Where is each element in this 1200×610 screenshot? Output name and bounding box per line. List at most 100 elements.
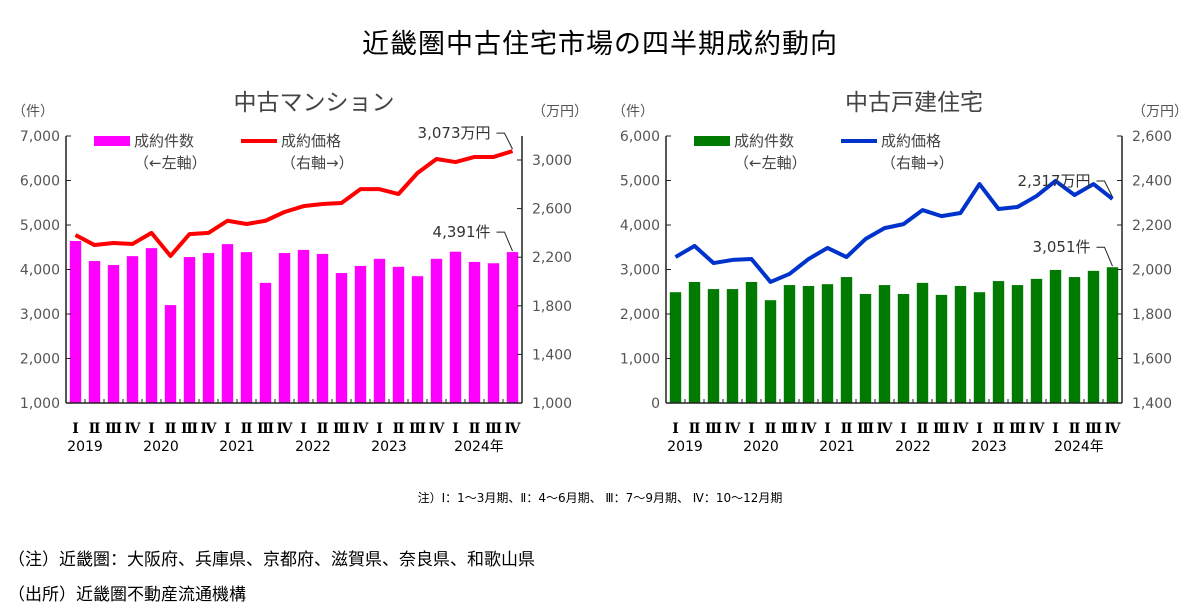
bar-transactions-q9 xyxy=(221,244,234,403)
line-price xyxy=(674,178,1114,284)
bar-transactions-q20 xyxy=(430,258,443,403)
quarter-label: Ⅳ xyxy=(801,421,818,437)
legend-label-price: 成約価格 xyxy=(281,132,341,150)
quarter-label: Ⅰ xyxy=(748,421,755,437)
quarter-label: Ⅳ xyxy=(1105,421,1122,437)
left-tick-label: 1,000 xyxy=(620,352,660,368)
bar-transactions-q24 xyxy=(506,252,519,403)
bar-transactions-q15 xyxy=(335,273,348,403)
bar-transactions-q2 xyxy=(688,281,701,403)
right-tick-label: 2,600 xyxy=(1132,129,1172,145)
bar-transactions-q19 xyxy=(1011,285,1024,403)
right-tick-label: 2,400 xyxy=(1132,174,1172,190)
quarter-label: Ⅳ xyxy=(353,421,370,437)
quarter-label: Ⅰ xyxy=(72,421,79,437)
right-tick-label: 2,200 xyxy=(532,250,572,266)
right-tick-label: 2,600 xyxy=(532,202,572,218)
bar-transactions-q10 xyxy=(840,277,853,403)
bar-transactions-q3 xyxy=(107,265,120,403)
quarter-label: Ⅲ xyxy=(105,421,122,437)
quarter-label: Ⅲ xyxy=(781,421,798,437)
chart-used-detached-house: 中古戸建住宅 （件） （万円） 0 1,000 2,000 3,000 4,000 5,000 6… xyxy=(612,90,1188,455)
right-tick-label: 1,600 xyxy=(1132,352,1172,368)
right-tick-label: 1,400 xyxy=(1132,396,1172,412)
quarter-label: Ⅱ xyxy=(765,421,777,437)
bar-transactions-q18 xyxy=(392,266,405,403)
count-annotation-leader xyxy=(1096,246,1113,267)
bar-transactions-q10 xyxy=(240,252,253,403)
bar-transactions-q12 xyxy=(278,253,291,403)
left-tick-label: 5,000 xyxy=(620,174,660,190)
year-label: 2023 xyxy=(971,439,1007,455)
right-tick-label: 2,200 xyxy=(1132,218,1172,234)
year-label: 2019 xyxy=(67,439,103,455)
bar-transactions-q21 xyxy=(1049,269,1062,403)
bar-transactions-q16 xyxy=(354,265,367,403)
quarter-label: Ⅲ xyxy=(333,421,350,437)
right-tick-label: 3,000 xyxy=(532,153,572,169)
quarter-label: Ⅰ xyxy=(224,421,231,437)
bar-transactions-q23 xyxy=(487,263,500,403)
bar-transactions-q19 xyxy=(411,276,424,403)
bar-transactions-q13 xyxy=(297,249,310,403)
legend-sub-transactions: （←左軸） xyxy=(134,154,207,172)
bar-transactions-q18 xyxy=(992,281,1005,403)
quarter-label: Ⅲ xyxy=(181,421,198,437)
bar-transactions-q11 xyxy=(859,293,872,403)
quarter-label: Ⅳ xyxy=(201,421,218,437)
bar-transactions-q23 xyxy=(1087,270,1100,403)
left-axis-unit: （件） xyxy=(12,104,54,120)
quarter-label: Ⅱ xyxy=(317,421,329,437)
quarter-label: Ⅱ xyxy=(241,421,253,437)
year-label: 2022 xyxy=(295,439,331,455)
quarter-label: Ⅲ xyxy=(485,421,502,437)
legend-sub-price: （右軸→） xyxy=(881,154,954,172)
bar-transactions-q20 xyxy=(1030,278,1043,403)
quarter-label: Ⅲ xyxy=(1009,421,1026,437)
quarter-label: Ⅱ xyxy=(393,421,405,437)
legend-label-transactions: 成約件数 xyxy=(734,132,794,150)
bar-transactions-q15 xyxy=(935,294,948,403)
quarter-label: Ⅲ xyxy=(257,421,274,437)
left-tick-label: 4,000 xyxy=(20,263,60,279)
right-tick-label: 2,000 xyxy=(1132,263,1172,279)
bar-transactions-q14 xyxy=(316,253,329,403)
legend-sub-price: （右軸→） xyxy=(281,154,354,172)
price-annotation-leader xyxy=(496,132,513,150)
quarter-label: Ⅰ xyxy=(672,421,679,437)
chart-title: 中古マンション xyxy=(234,90,395,116)
bar-transactions-q14 xyxy=(916,282,929,403)
bar-transactions-q11 xyxy=(259,282,272,403)
bar-transactions-q17 xyxy=(373,258,386,403)
quarter-label: Ⅲ xyxy=(705,421,722,437)
quarter-label: Ⅰ xyxy=(824,421,831,437)
right-tick-label: 1,800 xyxy=(1132,307,1172,323)
bar-transactions-q13 xyxy=(897,293,910,403)
bar-transactions-q22 xyxy=(1068,277,1081,403)
year-label: 2021 xyxy=(219,439,255,455)
line-price xyxy=(74,149,514,258)
left-tick-label: 4,000 xyxy=(620,218,660,234)
quarter-label: Ⅱ xyxy=(469,421,481,437)
quarter-label: Ⅰ xyxy=(452,421,459,437)
quarter-label: Ⅳ xyxy=(1029,421,1046,437)
bar-transactions-q5 xyxy=(745,281,758,403)
source-note: （出所）近畿圏不動産流通機構 xyxy=(8,585,246,605)
quarter-label: Ⅰ xyxy=(1052,421,1059,437)
quarter-label: Ⅳ xyxy=(877,421,894,437)
region-note: （注）近畿圏：大阪府、兵庫県、京都府、滋賀県、奈良県、和歌山県 xyxy=(8,550,535,570)
left-tick-label: 2,000 xyxy=(620,307,660,323)
bar-transactions-q5 xyxy=(145,248,158,403)
count-annotation: 4,391件 xyxy=(433,223,491,241)
quarter-label: Ⅰ xyxy=(300,421,307,437)
bar-transactions-q21 xyxy=(449,251,462,403)
left-tick-label: 0 xyxy=(651,396,660,412)
year-label: 2020 xyxy=(743,439,779,455)
left-tick-label: 5,000 xyxy=(20,218,60,234)
quarter-label: Ⅲ xyxy=(933,421,950,437)
year-label: 2021 xyxy=(819,439,855,455)
quarter-label: Ⅰ xyxy=(376,421,383,437)
year-label: 2022 xyxy=(895,439,931,455)
quarter-label: Ⅳ xyxy=(725,421,742,437)
left-tick-label: 7,000 xyxy=(20,129,60,145)
